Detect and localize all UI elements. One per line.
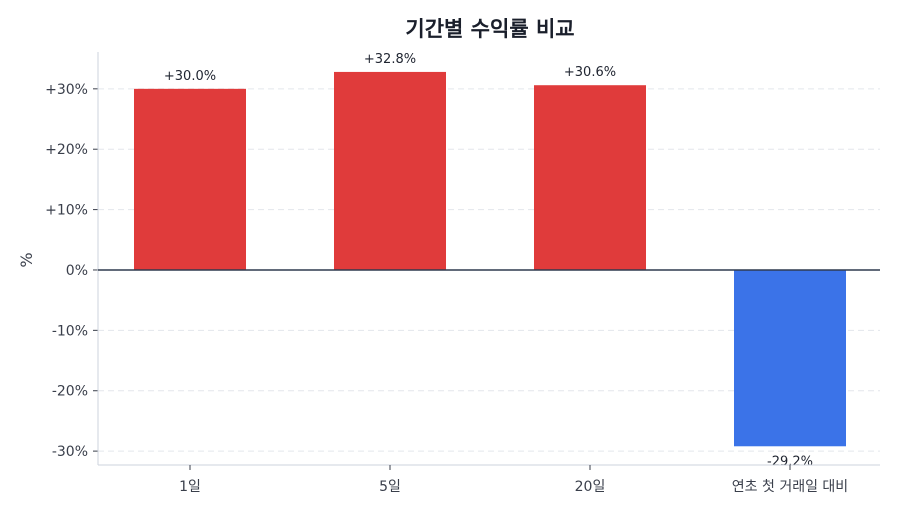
data-label: -29.2% (767, 454, 813, 469)
y-axis-label: % (17, 252, 36, 267)
bar (734, 269, 846, 447)
y-tick-label: -30% (52, 444, 88, 460)
bar (134, 88, 246, 270)
y-tick-label: +20% (45, 142, 88, 158)
bar (334, 71, 446, 270)
y-tick-label: -10% (52, 323, 88, 339)
data-label: +30.6% (564, 65, 616, 80)
y-tick-label: -20% (52, 384, 88, 400)
bar (534, 85, 646, 270)
y-tick-label: 0% (66, 263, 88, 279)
data-label: +30.0% (164, 69, 216, 84)
data-label: +32.8% (364, 52, 416, 67)
x-tick-label: 20일 (575, 479, 606, 495)
y-tick-label: +10% (45, 203, 88, 219)
x-tick-label: 연초 첫 거래일 대비 (732, 479, 848, 495)
y-tick-label: +30% (45, 82, 88, 98)
x-tick-label: 5일 (379, 479, 401, 495)
x-tick-label: 1일 (179, 479, 201, 495)
chart-title: 기간별 수익률 비교 (405, 17, 574, 41)
